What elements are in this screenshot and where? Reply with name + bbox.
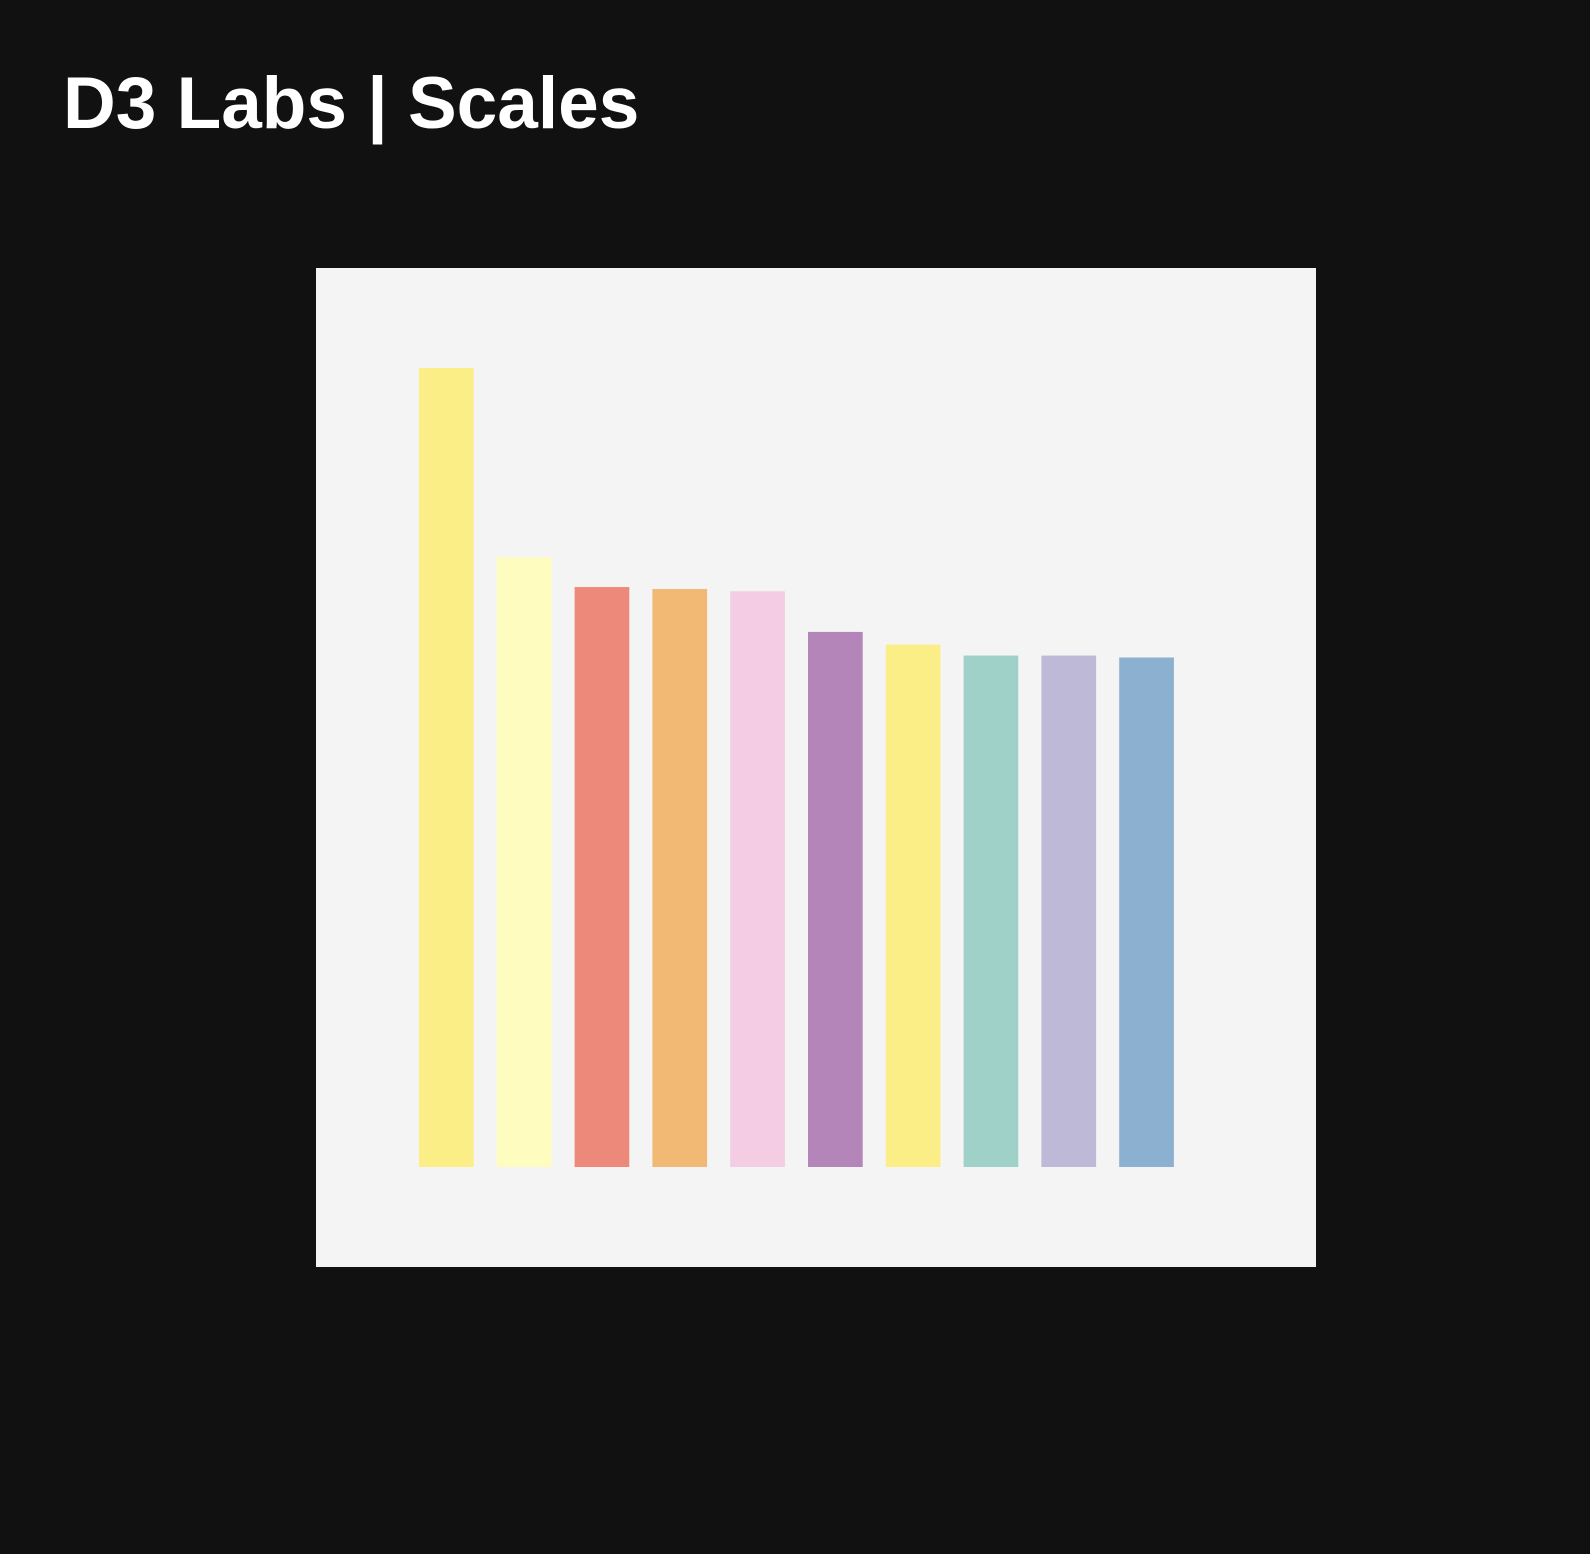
bar	[652, 588, 708, 1167]
bar	[808, 631, 863, 1167]
page-title: D3 Labs | Scales	[63, 63, 639, 144]
bar	[496, 557, 552, 1167]
bar	[1119, 657, 1174, 1167]
bar	[1041, 655, 1097, 1167]
bar	[730, 591, 785, 1167]
bar	[963, 655, 1019, 1167]
bar	[574, 587, 630, 1167]
bar	[419, 368, 474, 1167]
bar	[885, 644, 941, 1167]
